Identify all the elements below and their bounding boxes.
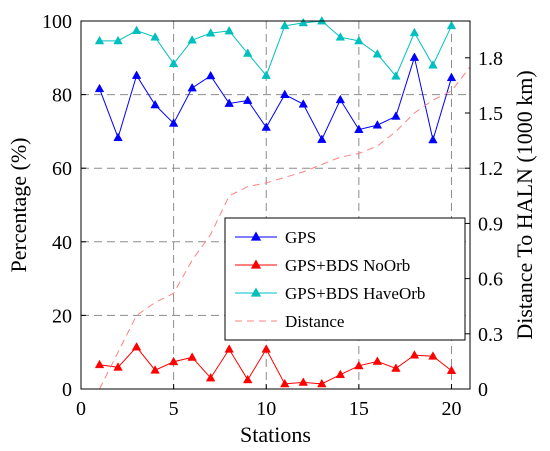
data-point-gps-bds-haveorb <box>428 60 438 69</box>
data-point-gps-bds-noorb <box>372 356 383 365</box>
data-point-gps-bds-haveorb <box>168 58 179 68</box>
data-point-gps-bds-haveorb <box>113 35 123 45</box>
y-tick-label: 0 <box>62 379 72 401</box>
data-point-gps <box>428 134 438 144</box>
series-line-gps-bds-noorb <box>99 346 452 385</box>
data-point-gps <box>187 82 197 92</box>
data-point-gps-bds-noorb <box>205 372 216 382</box>
series-layer <box>94 15 471 390</box>
data-point-gps-bds-noorb <box>317 378 327 388</box>
y2-tick-label: 0.9 <box>478 213 503 235</box>
x-tick-label: 10 <box>256 398 276 420</box>
data-point-gps-bds-haveorb <box>354 35 364 45</box>
legend-label: Distance <box>285 312 344 331</box>
y2-tick-label: 0 <box>478 379 488 401</box>
data-point-gps <box>131 70 142 79</box>
data-point-gps-bds-noorb <box>354 360 364 370</box>
data-point-gps-bds-noorb <box>94 359 105 369</box>
data-point-gps-bds-haveorb <box>280 20 290 30</box>
data-point-gps <box>261 122 271 131</box>
data-point-gps-bds-haveorb <box>409 27 420 37</box>
data-point-gps <box>391 111 401 120</box>
legend-marker <box>250 259 262 269</box>
data-point-gps <box>317 134 327 143</box>
y2-tick-label: 1.2 <box>478 158 503 180</box>
data-point-gps-bds-noorb <box>428 351 438 360</box>
data-point-gps <box>243 95 253 104</box>
data-point-gps <box>298 99 308 108</box>
data-point-gps-bds-noorb <box>335 369 346 379</box>
x-tick-label: 20 <box>441 398 461 420</box>
data-point-gps-bds-noorb <box>168 356 179 366</box>
data-point-gps-bds-noorb <box>150 365 160 374</box>
data-point-gps-bds-noorb <box>446 365 457 374</box>
y-tick-label: 80 <box>52 85 72 107</box>
data-point-gps-bds-noorb <box>243 374 253 384</box>
data-point-gps-bds-noorb <box>391 363 401 372</box>
legend-box <box>224 217 466 341</box>
y2-tick-label: 1.5 <box>478 103 503 125</box>
data-point-gps <box>168 118 179 127</box>
data-point-gps-bds-noorb <box>113 362 123 371</box>
legend-label: GPS <box>285 228 316 247</box>
series-line-gps-bds-haveorb <box>99 20 452 78</box>
data-point-gps <box>94 83 105 93</box>
y-axis-title: Percentage (%) <box>6 138 31 273</box>
data-point-gps-bds-haveorb <box>243 48 253 57</box>
data-point-gps <box>335 94 346 104</box>
data-point-gps-bds-noorb <box>280 378 290 388</box>
data-point-gps-bds-haveorb <box>131 25 142 34</box>
data-point-gps <box>354 124 364 133</box>
x-tick-label: 5 <box>169 398 179 420</box>
legend: GPS GPS+BDS NoOrb GPS+BDS HaveOrb Distance <box>224 217 466 341</box>
data-point-gps-bds-noorb <box>409 350 420 359</box>
series-line-distance <box>99 66 471 390</box>
data-point-gps-bds-noorb <box>131 342 142 351</box>
data-point-gps-bds-noorb <box>187 352 197 361</box>
data-point-gps-bds-haveorb <box>298 17 308 27</box>
y-tick-label: 40 <box>52 232 72 254</box>
plot-frame <box>80 20 471 390</box>
y2-tick-label: 0.6 <box>478 269 503 291</box>
data-point-gps-bds-haveorb <box>261 70 271 79</box>
data-point-gps-bds-haveorb <box>150 32 160 41</box>
data-point-gps <box>150 99 160 109</box>
data-point-gps <box>446 72 457 82</box>
legend-label: GPS+BDS NoOrb <box>285 256 410 275</box>
y2-axis-title: Distance To HALN (1000 km) <box>512 70 537 339</box>
data-point-gps-bds-haveorb <box>94 35 105 45</box>
data-point-gps-bds-haveorb <box>391 71 401 80</box>
data-point-gps <box>224 98 234 107</box>
data-point-gps-bds-noorb <box>224 344 234 353</box>
data-point-gps <box>205 70 216 80</box>
data-point-gps <box>113 132 123 142</box>
y2-tick-label: 1.8 <box>478 48 503 70</box>
data-point-gps-bds-haveorb <box>224 25 234 35</box>
legend-marker <box>250 287 262 297</box>
data-point-gps-bds-haveorb <box>205 28 216 37</box>
x-axis-title: Stations <box>240 422 311 447</box>
y-tick-label: 100 <box>42 11 72 33</box>
data-point-gps-bds-noorb <box>261 344 271 353</box>
y-tick-label: 20 <box>52 305 72 327</box>
data-point-gps-bds-haveorb <box>335 32 346 41</box>
data-point-gps <box>280 89 290 98</box>
legend-marker <box>250 231 262 241</box>
y2-tick-label: 0.3 <box>478 324 503 346</box>
ticks: 0 5 10 15 20 0 20 40 60 80 100 0 0.3 0.6 0.9 1.2 1.5 1.8 <box>42 11 503 420</box>
data-point-gps-bds-haveorb <box>187 35 197 44</box>
y-tick-label: 60 <box>52 158 72 180</box>
x-tick-label: 0 <box>76 398 86 420</box>
data-point-gps-bds-haveorb <box>317 15 327 25</box>
x-tick-label: 15 <box>349 398 369 420</box>
data-point-gps-bds-haveorb <box>446 20 457 30</box>
data-point-gps-bds-noorb <box>298 377 308 386</box>
legend-label: GPS+BDS HaveOrb <box>285 284 425 303</box>
data-point-gps <box>372 120 383 129</box>
data-point-gps <box>409 52 420 61</box>
data-point-gps-bds-haveorb <box>372 49 383 58</box>
